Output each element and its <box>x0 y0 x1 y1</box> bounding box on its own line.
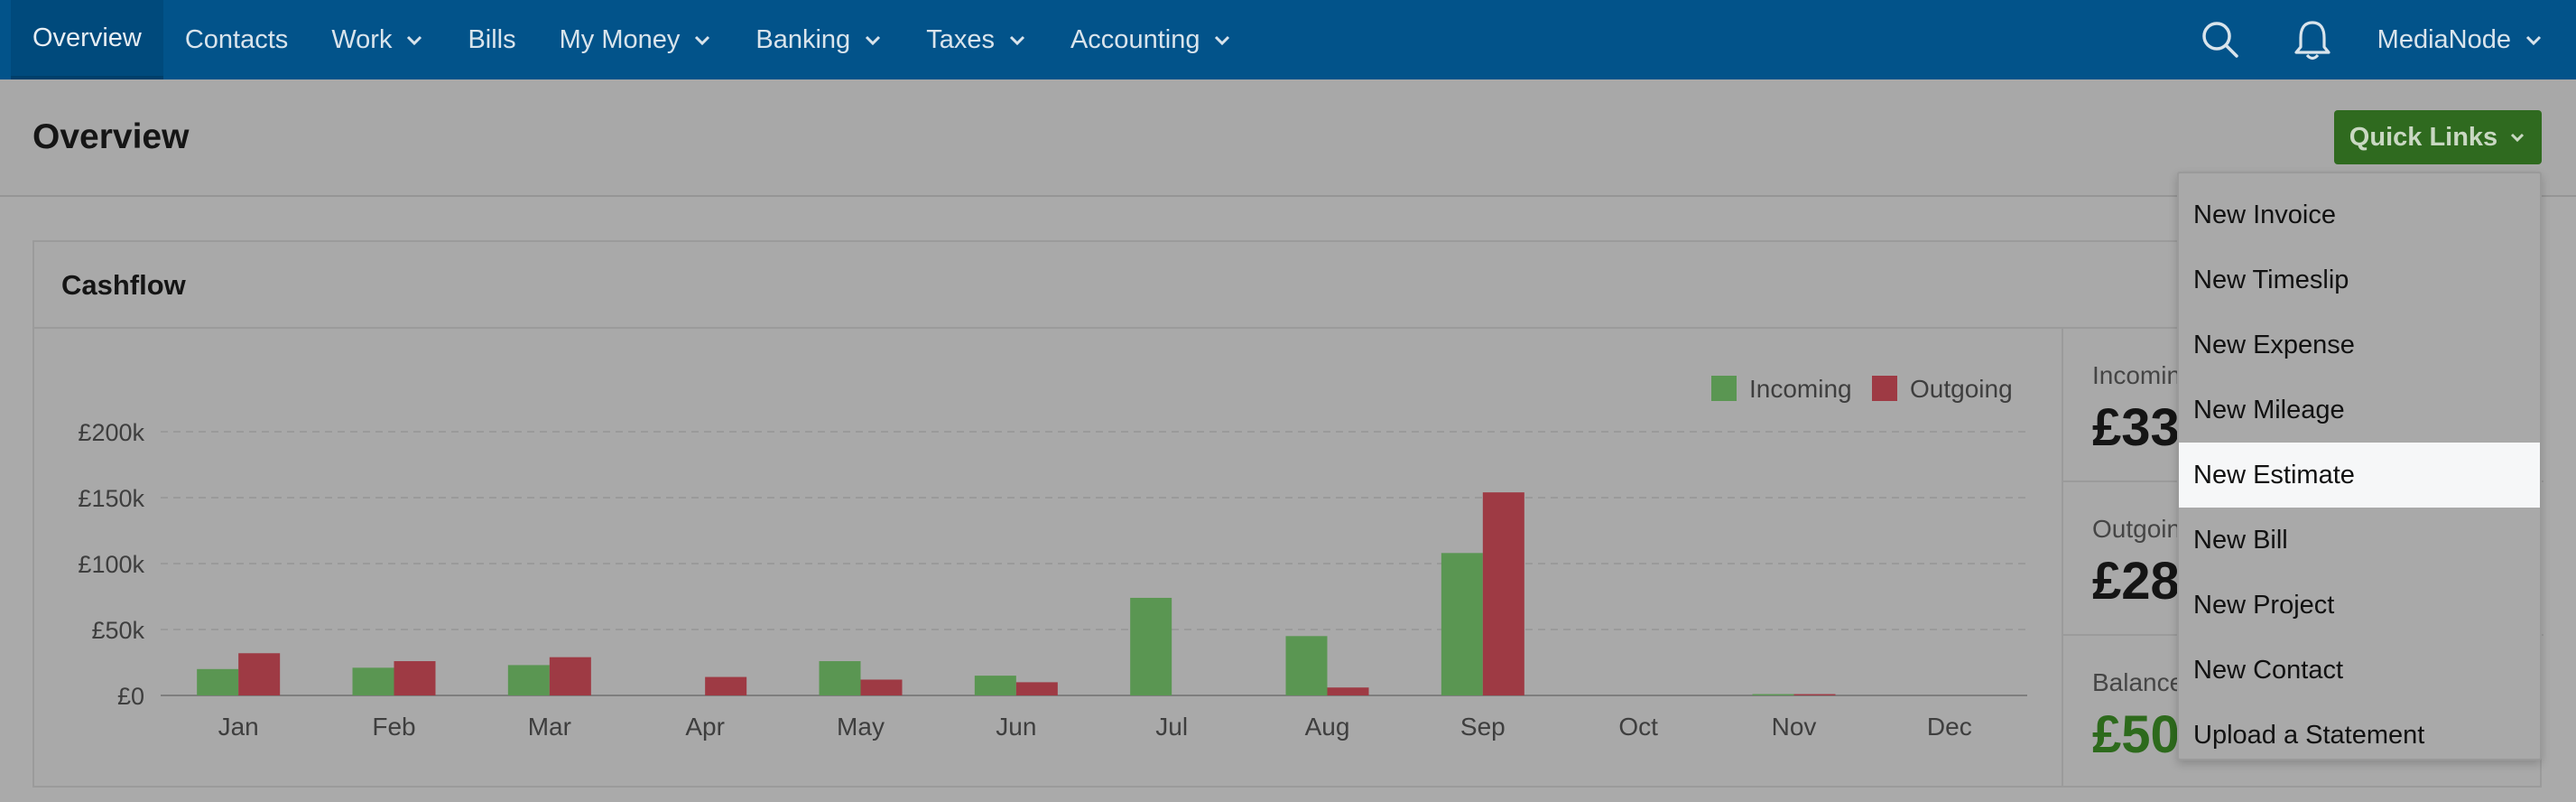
chevron-down-icon <box>866 35 881 46</box>
x-tick-label: Aug <box>1305 713 1350 741</box>
bar-outgoing-mar <box>549 657 591 695</box>
chevron-down-icon <box>695 35 710 46</box>
quick-link-new-expense[interactable]: New Expense <box>2193 330 2355 359</box>
nav-item-label: Banking <box>755 24 851 54</box>
nav-items: Overview Contacts Work Bills My Money Banking… <box>0 0 1254 79</box>
outgoing-value: £28 <box>2092 552 2180 611</box>
chevron-down-icon <box>2525 35 2542 46</box>
quick-link-new-project[interactable]: New Project <box>2193 590 2335 620</box>
y-tick-label: £0 <box>117 683 144 710</box>
nav-item-accounting[interactable]: Accounting <box>1049 0 1255 79</box>
bar-incoming-feb <box>352 667 394 695</box>
balance-stat: Balance £50 <box>2063 636 2544 789</box>
y-tick-label: £150k <box>78 485 144 512</box>
nav-item-contacts[interactable]: Contacts <box>163 0 310 79</box>
bar-incoming-aug <box>1285 636 1328 695</box>
quick-link-new-estimate[interactable]: New Estimate <box>2179 443 2540 508</box>
x-tick-label: Jun <box>996 713 1036 741</box>
nav-item-label: Taxes <box>926 24 995 54</box>
quick-links-label: Quick Links <box>2349 122 2498 152</box>
bar-outgoing-jun <box>1015 682 1058 695</box>
quick-link-new-timeslip[interactable]: New Timeslip <box>2193 265 2349 294</box>
top-nav: Overview Contacts Work Bills My Money Banking… <box>0 0 2576 79</box>
bar-incoming-sep <box>1441 553 1483 695</box>
bar-outgoing-sep <box>1482 492 1524 695</box>
cashflow-card: Cashflow £0 £50k £100k £150k £200k Jan Feb Mar A… <box>32 240 2544 789</box>
bar-incoming-may <box>819 661 861 695</box>
chevron-down-icon <box>1009 35 1025 46</box>
legend-label-incoming: Incoming <box>1749 375 1852 403</box>
x-tick-label: Feb <box>372 713 415 741</box>
cashflow-title: Cashflow <box>61 269 186 301</box>
bar-incoming-mar <box>507 665 550 695</box>
nav-item-label: Contacts <box>184 24 289 54</box>
nav-item-taxes[interactable]: Taxes <box>904 0 1049 79</box>
y-tick-label: £200k <box>78 419 144 446</box>
page-header: Overview Quick Links <box>0 79 2576 197</box>
chevron-down-icon <box>2511 133 2525 143</box>
quick-link-upload-a-statement[interactable]: Upload a Statement <box>2193 720 2425 750</box>
nav-item-overview[interactable]: Overview <box>11 0 163 79</box>
legend-swatch-outgoing <box>1872 376 1897 401</box>
nav-item-bills[interactable]: Bills <box>446 0 537 79</box>
nav-right: MediaNode <box>2181 0 2576 79</box>
x-tick-label: Mar <box>528 713 571 741</box>
x-tick-label: Sep <box>1460 713 1506 741</box>
bar-incoming-jan <box>197 668 239 695</box>
quick-links-button[interactable]: Quick Links <box>2334 110 2542 164</box>
nav-item-banking[interactable]: Banking <box>734 0 904 79</box>
x-tick-label: Jan <box>218 713 259 741</box>
balance-label: Balance <box>2092 668 2184 696</box>
incoming-value: £33 <box>2092 398 2180 457</box>
y-tick-label: £50k <box>91 617 144 644</box>
bar-outgoing-feb <box>394 661 436 695</box>
nav-item-label: Accounting <box>1070 24 1200 54</box>
bar-outgoing-may <box>860 679 903 695</box>
cashflow-card-header: Cashflow <box>34 242 2540 329</box>
nav-item-label: My Money <box>559 24 681 54</box>
quick-link-new-mileage[interactable]: New Mileage <box>2193 395 2345 424</box>
x-tick-label: Apr <box>685 713 725 741</box>
x-tick-label: Oct <box>1618 713 1658 741</box>
x-tick-label: May <box>837 713 885 741</box>
chevron-down-icon <box>1215 35 1230 46</box>
cashflow-chart: £0 £50k £100k £150k £200k Jan Feb Mar Apr May Jun J… <box>78 375 2027 741</box>
nav-item-label: Bills <box>468 24 516 54</box>
page-title: Overview <box>32 117 190 156</box>
cashflow-chart-area: £0 £50k £100k £150k £200k Jan Feb Mar Apr May Jun J… <box>34 329 2062 788</box>
y-tick-label: £100k <box>78 551 144 578</box>
nav-item-label: Overview <box>32 23 142 52</box>
x-tick-label: Dec <box>1927 713 1972 741</box>
bar-incoming-jun <box>974 676 1016 695</box>
legend-label-outgoing: Outgoing <box>1910 375 2013 403</box>
nav-item-my-money[interactable]: My Money <box>538 0 735 79</box>
nav-item-label: Work <box>331 24 393 54</box>
legend-swatch-incoming <box>1711 376 1737 401</box>
quick-link-new-invoice[interactable]: New Invoice <box>2193 200 2336 229</box>
chevron-down-icon <box>407 35 422 46</box>
bell-icon[interactable] <box>2273 0 2352 79</box>
account-label: MediaNode <box>2377 24 2511 54</box>
bar-outgoing-jan <box>238 653 281 695</box>
x-tick-label: Nov <box>1772 713 1817 741</box>
account-menu[interactable]: MediaNode <box>2352 0 2576 79</box>
quick-link-new-contact[interactable]: New Contact <box>2193 655 2344 685</box>
bar-outgoing-apr <box>705 676 747 695</box>
bar-incoming-jul <box>1130 597 1172 695</box>
balance-value: £50 <box>2092 705 2180 764</box>
x-tick-label: Jul <box>1155 713 1188 741</box>
quick-link-new-bill[interactable]: New Bill <box>2193 525 2288 555</box>
search-icon[interactable] <box>2181 0 2260 79</box>
nav-item-work[interactable]: Work <box>310 0 446 79</box>
bar-outgoing-aug <box>1327 687 1369 695</box>
quick-links-dropdown: New Invoice New Timeslip New Expense New Mi… <box>2177 172 2542 760</box>
